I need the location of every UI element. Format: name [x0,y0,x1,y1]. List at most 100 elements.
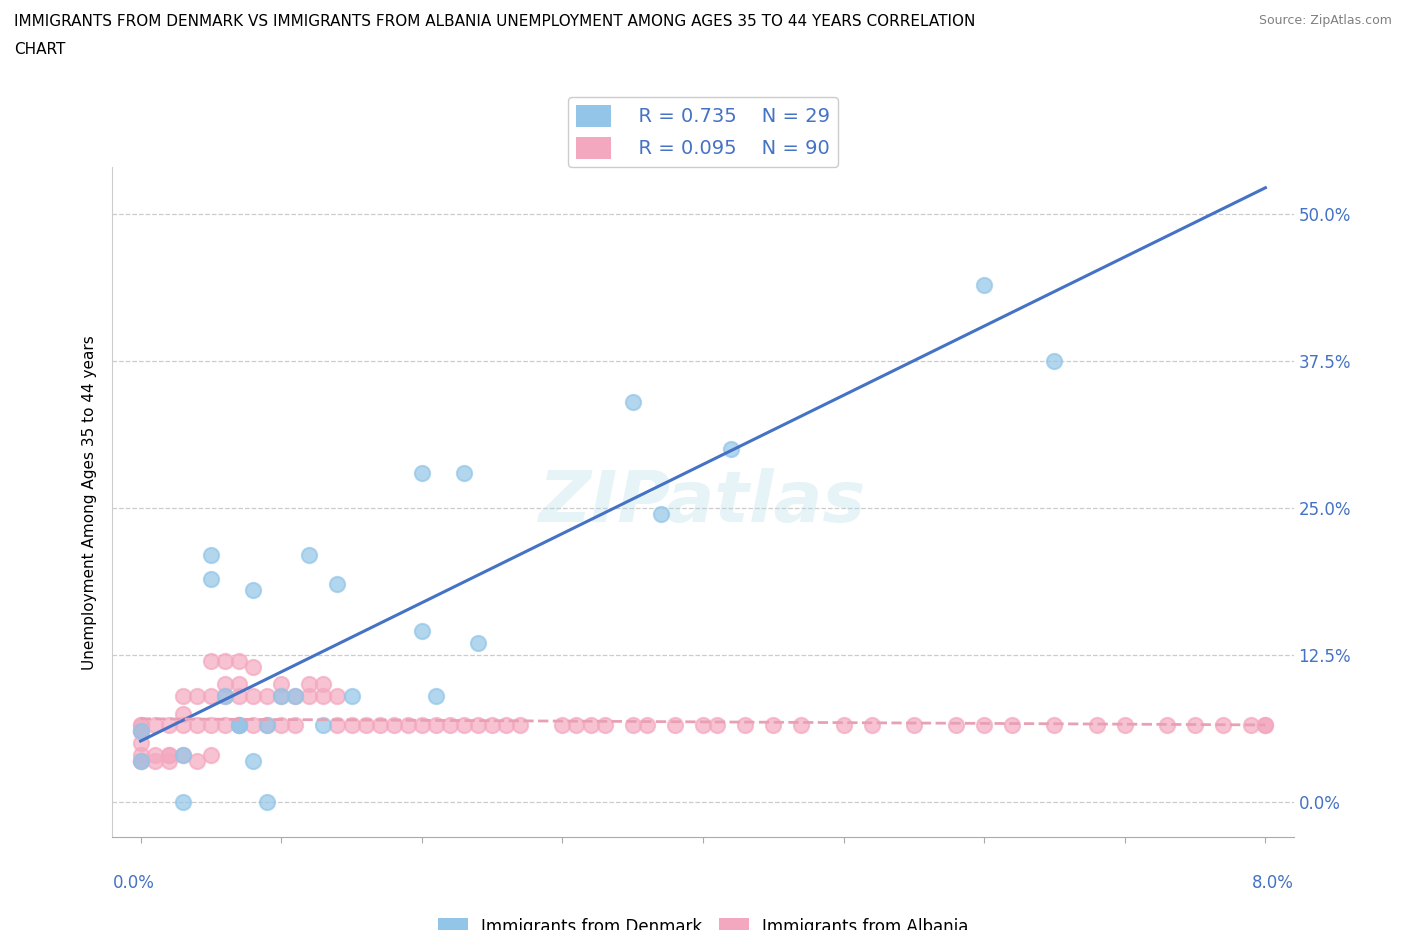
Point [411,465,433,480]
Point [228,654,250,669]
Point [157,718,180,733]
Point [1156,718,1178,733]
Text: ZIPatlas: ZIPatlas [540,468,866,537]
Point [312,688,335,703]
Point [256,718,278,733]
Point [214,688,236,703]
Point [284,688,307,703]
Point [186,688,208,703]
Text: 0.0%: 0.0% [112,874,155,892]
Point [453,465,475,480]
Point [832,718,855,733]
Point [200,688,222,703]
Point [411,624,433,639]
Point [326,718,349,733]
Point [621,395,644,410]
Point [903,718,925,733]
Point [579,718,602,733]
Point [129,718,152,733]
Point [467,636,489,651]
Point [481,718,503,733]
Point [172,748,194,763]
Point [439,718,461,733]
Point [200,571,222,586]
Point [214,718,236,733]
Point [509,718,531,733]
Point [425,688,447,703]
Point [242,659,264,674]
Point [1043,353,1066,368]
Point [1254,718,1277,733]
Point [621,718,644,733]
Point [396,718,419,733]
Point [298,548,321,563]
Point [129,753,152,768]
Point [256,688,278,703]
Point [790,718,813,733]
Point [734,718,756,733]
Point [551,718,574,733]
Point [973,277,995,292]
Legend:   R = 0.735    N = 29,   R = 0.095    N = 90: R = 0.735 N = 29, R = 0.095 N = 90 [568,97,838,167]
Point [340,718,363,733]
Point [200,548,222,563]
Point [172,748,194,763]
Point [312,718,335,733]
Text: CHART: CHART [14,42,66,57]
Point [143,753,166,768]
Point [200,748,222,763]
Point [270,688,292,703]
Point [1001,718,1024,733]
Point [382,718,405,733]
Point [453,718,475,733]
Point [1240,718,1263,733]
Point [860,718,883,733]
Point [425,718,447,733]
Point [172,706,194,721]
Point [664,718,686,733]
Point [228,718,250,733]
Point [720,442,742,457]
Point [200,718,222,733]
Point [228,718,250,733]
Point [242,583,264,598]
Point [200,654,222,669]
Point [228,718,250,733]
Point [650,507,672,522]
Point [706,718,728,733]
Point [945,718,967,733]
Point [340,688,363,703]
Point [326,577,349,591]
Point [270,688,292,703]
Point [228,688,250,703]
Point [129,753,152,768]
Point [129,724,152,738]
Point [143,748,166,763]
Point [129,753,152,768]
Point [157,748,180,763]
Point [762,718,785,733]
Point [354,718,377,733]
Point [157,753,180,768]
Point [228,677,250,692]
Point [214,688,236,703]
Point [1212,718,1234,733]
Point [1043,718,1066,733]
Point [1184,718,1206,733]
Point [312,677,335,692]
Point [692,718,714,733]
Point [1085,718,1108,733]
Point [593,718,616,733]
Point [129,718,152,733]
Point [270,718,292,733]
Point [242,688,264,703]
Point [129,736,152,751]
Point [298,688,321,703]
Point [411,718,433,733]
Point [368,718,391,733]
Point [256,794,278,809]
Point [1114,718,1136,733]
Point [143,718,166,733]
Point [214,677,236,692]
Text: 8.0%: 8.0% [1251,874,1294,892]
